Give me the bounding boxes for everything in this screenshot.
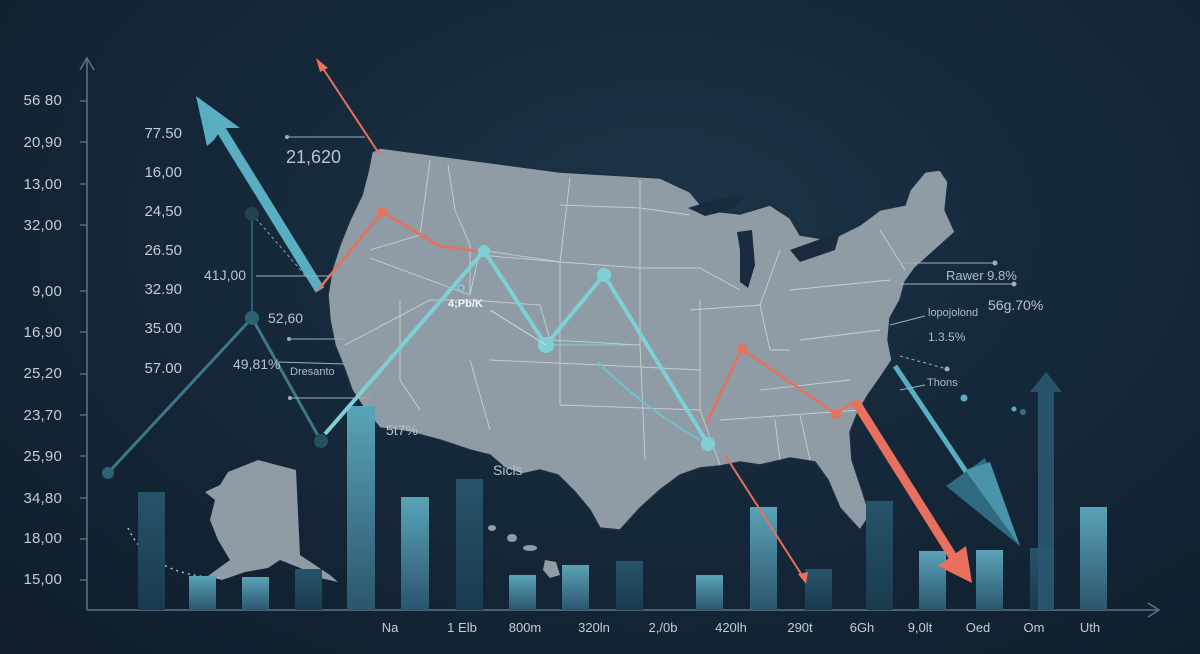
x-tick: 290t [787, 620, 813, 635]
big-teal-arrow-icon [196, 96, 325, 293]
y-tick: 13,00 [23, 176, 62, 193]
y-tick: 25,90 [23, 448, 62, 465]
coral-up-arrow-icon [316, 58, 381, 156]
y-inner-tick: 16,00 [144, 164, 182, 181]
annotation-right-label2: lopojolond [928, 307, 979, 319]
y-tick: 16,90 [23, 324, 62, 341]
annotation-left-value2: 52,60 [268, 310, 304, 326]
y-inner-tick: 77.50 [144, 125, 182, 142]
x-tick: Uth [1079, 620, 1101, 635]
x-tick: 320ln [578, 620, 610, 635]
teal-down-arrow-icon [892, 364, 1020, 546]
y-inner-tick: 24,50 [144, 203, 182, 220]
x-tick: Oed [965, 620, 991, 635]
y-inner-tick: 26.50 [144, 242, 182, 259]
y-tick: 23,70 [23, 407, 62, 424]
y-tick: 32,00 [23, 217, 62, 234]
y-inner-tick: 57.00 [144, 360, 182, 377]
y-tick: 56 80 [23, 92, 62, 109]
y-inner-tick: 32.90 [144, 281, 182, 298]
up-arrow-icon [1030, 372, 1062, 610]
annotation-right-value2: 1.3.5% [928, 330, 966, 344]
bars [138, 406, 1107, 610]
y-tick: 18,00 [23, 530, 62, 547]
y-tick: 9,00 [32, 283, 62, 300]
alaska-shape [205, 460, 338, 582]
annotation-right-value1: 56g.70% [988, 297, 1044, 313]
x-tick: 2,/0b [648, 620, 678, 635]
dark-teal-series [102, 207, 328, 479]
y-tick: 34,80 [23, 490, 62, 507]
annotation-left-label: Dresanto [290, 366, 335, 378]
annotation-left-pct: 49,81% [233, 356, 281, 372]
hawaii-shape [488, 525, 560, 578]
x-tick: 9,0lt [907, 620, 933, 635]
teal-series [323, 245, 715, 451]
coral-down-arrow-icon [851, 398, 972, 583]
y-tick: 15,00 [23, 571, 62, 588]
annotation-map-label: 4;Pb/K [448, 298, 483, 310]
x-tick: 800m [508, 620, 542, 635]
y-inner-tick: 35.00 [144, 320, 182, 337]
coral-east-series [704, 344, 856, 584]
x-tick: 6Gh [849, 620, 875, 635]
annotation-top-value: 21,620 [286, 147, 342, 167]
y-tick: 25,20 [23, 365, 62, 382]
y-tick: 20,90 [23, 134, 62, 151]
x-tick: 1 Elb [447, 620, 477, 635]
x-tick: Na [381, 620, 399, 635]
x-tick: Om [1023, 620, 1045, 635]
annotation-gulf-label: Sicls [493, 462, 523, 478]
annotation-right-label3: Thons [927, 377, 958, 389]
x-tick: 420lh [715, 620, 747, 635]
annotation-right-label1: Rawer 9.8% [946, 268, 1017, 283]
annotation-mid-pct: 5t7% [386, 422, 418, 438]
annotation-left-value: 41J,00 [204, 267, 247, 283]
